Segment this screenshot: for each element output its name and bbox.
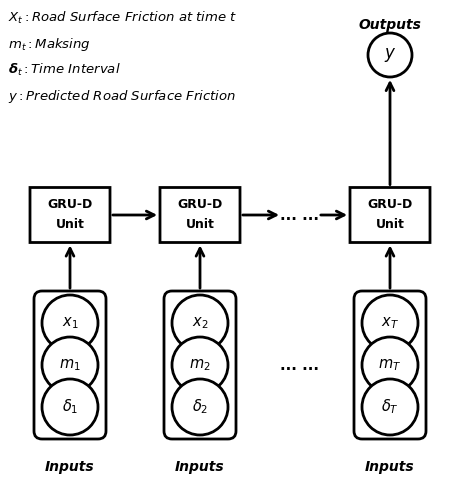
Text: Unit: Unit [56, 218, 84, 231]
Text: GRU-D: GRU-D [177, 199, 223, 212]
FancyBboxPatch shape [354, 291, 426, 439]
Text: GRU-D: GRU-D [47, 199, 93, 212]
FancyBboxPatch shape [34, 291, 106, 439]
Text: $\mathbf{\mathit{X}}_{\mathit{t}}$$\mathit{: Road\ Surface\ Friction\ at\ time\ : $\mathbf{\mathit{X}}_{\mathit{t}}$$\math… [8, 10, 237, 26]
Circle shape [42, 337, 98, 393]
Text: Inputs: Inputs [175, 460, 225, 474]
Text: GRU-D: GRU-D [367, 199, 413, 212]
Text: $x_T$: $x_T$ [381, 315, 399, 331]
Text: $x_1$: $x_1$ [62, 315, 78, 331]
FancyBboxPatch shape [30, 187, 110, 242]
Text: Unit: Unit [186, 218, 214, 231]
FancyBboxPatch shape [160, 187, 240, 242]
Text: ... ...: ... ... [280, 358, 320, 373]
Circle shape [362, 295, 418, 351]
Circle shape [172, 337, 228, 393]
Circle shape [42, 379, 98, 435]
Circle shape [362, 379, 418, 435]
Text: $\mathbf{\mathit{y}}$$\mathit{: Predicted\ Road\ Surface\ Friction}$: $\mathbf{\mathit{y}}$$\mathit{: Predicte… [8, 88, 236, 105]
Text: $\delta_1$: $\delta_1$ [62, 398, 78, 416]
Text: Unit: Unit [375, 218, 404, 231]
Text: $\delta_2$: $\delta_2$ [192, 398, 208, 416]
Text: $m_T$: $m_T$ [379, 357, 402, 373]
Text: Inputs: Inputs [365, 460, 415, 474]
Text: $\mathbf{\mathit{m}}_{\mathit{t}}$$\mathit{: Maksing}$: $\mathbf{\mathit{m}}_{\mathit{t}}$$\math… [8, 36, 91, 53]
Text: $\mathit{y}$: $\mathit{y}$ [384, 46, 396, 64]
Circle shape [42, 295, 98, 351]
Circle shape [172, 379, 228, 435]
Text: $\delta_T$: $\delta_T$ [381, 398, 399, 416]
Text: Outputs: Outputs [358, 18, 422, 32]
Circle shape [362, 337, 418, 393]
FancyBboxPatch shape [350, 187, 430, 242]
Circle shape [368, 33, 412, 77]
Text: $x_2$: $x_2$ [192, 315, 208, 331]
Text: Inputs: Inputs [45, 460, 95, 474]
Text: $\boldsymbol{\delta}_{\mathit{t}}$$\mathit{: Time\ Interval}$: $\boldsymbol{\delta}_{\mathit{t}}$$\math… [8, 62, 121, 78]
Text: $m_2$: $m_2$ [189, 357, 211, 373]
FancyBboxPatch shape [164, 291, 236, 439]
Text: $m_1$: $m_1$ [59, 357, 81, 373]
Text: ... ...: ... ... [280, 207, 320, 223]
Circle shape [172, 295, 228, 351]
